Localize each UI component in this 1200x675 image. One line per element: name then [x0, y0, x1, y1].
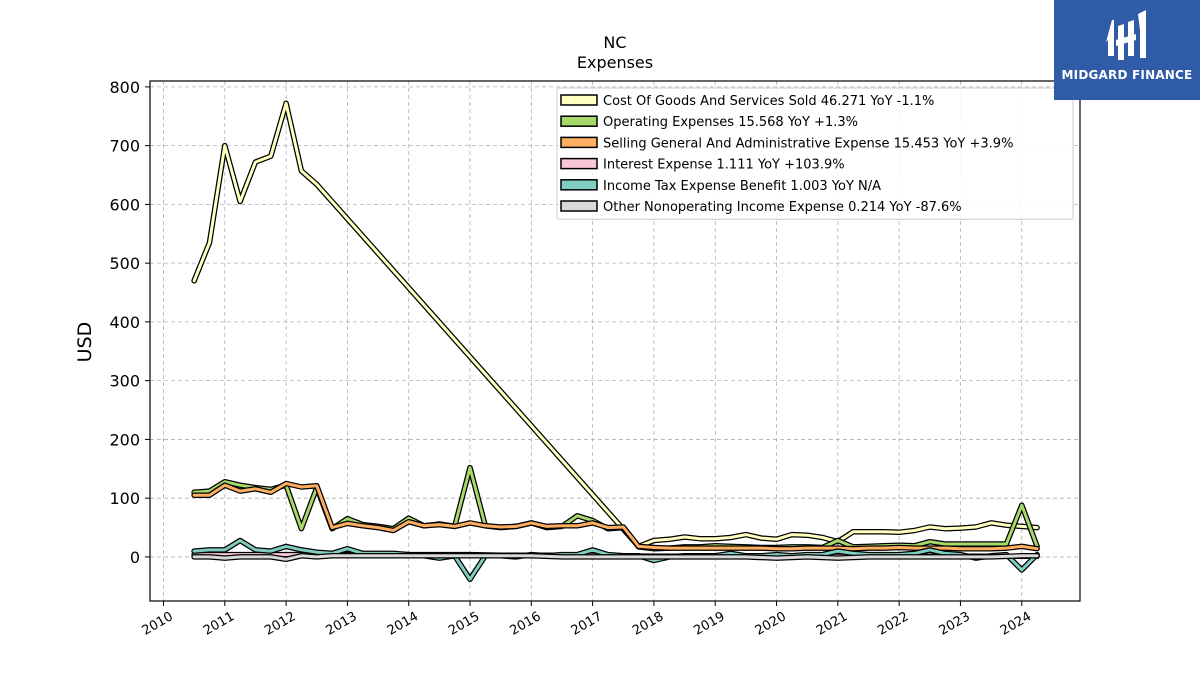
x-tick-label: 2010: [140, 609, 176, 639]
series-lines: [191, 100, 1040, 583]
legend: Cost Of Goods And Services Sold 46.271 Y…: [556, 87, 1074, 220]
series-other-nonoperating-income-expense: [191, 553, 1040, 563]
x-tick-label: 2022: [875, 609, 911, 639]
legend-item: Interest Expense 1.111 YoY +103.9%: [560, 157, 845, 173]
legend-item: Selling General And Administrative Expen…: [560, 136, 1013, 151]
legend-item: Cost Of Goods And Services Sold 46.271 Y…: [560, 94, 934, 109]
x-tick-label: 2014: [385, 609, 421, 639]
y-tick-label: 300: [109, 372, 140, 391]
x-tick-label: 2019: [691, 609, 727, 639]
x-tick-label: 2024: [998, 609, 1034, 639]
series-cost-of-goods-and-services-sold: [191, 100, 1040, 550]
legend-item: Operating Expenses 15.568 YoY +1.3%: [560, 115, 858, 130]
legend-item: Other Nonoperating Income Expense 0.214 …: [560, 200, 962, 215]
series-selling-general-and-administrative-expense: [191, 480, 1040, 552]
y-tick-label: 700: [109, 137, 140, 156]
x-tick-label: 2018: [630, 609, 666, 639]
x-tick-label: 2016: [507, 609, 543, 639]
x-tick-label: 2015: [446, 609, 482, 639]
x-tick-label: 2021: [814, 609, 850, 639]
legend-label: Operating Expenses 15.568 YoY +1.3%: [603, 115, 858, 130]
series-line-outline: [191, 464, 1040, 552]
series-operating-expenses: [191, 464, 1040, 552]
x-tick-label: 2017: [569, 609, 605, 639]
y-tick-label: 0: [130, 548, 140, 567]
brand-emblem-icon: [1106, 10, 1146, 60]
legend-swatch: [560, 94, 598, 106]
x-tick-label: 2020: [753, 609, 789, 639]
x-tick-label: 2011: [201, 609, 237, 639]
y-tick-label: 800: [109, 78, 140, 97]
x-tick-label: 2012: [262, 609, 298, 639]
y-axis-label: USD: [74, 322, 96, 363]
brand-logo: MIDGARD FINANCE: [1054, 0, 1200, 100]
y-tick-label: 400: [109, 313, 140, 332]
x-tick-label: 2013: [324, 609, 360, 639]
legend-label: Interest Expense 1.111 YoY +103.9%: [603, 158, 845, 173]
legend-swatch: [560, 157, 598, 170]
legend-label: Selling General And Administrative Expen…: [603, 136, 1013, 151]
legend-label: Other Nonoperating Income Expense 0.214 …: [603, 200, 962, 215]
y-tick-label: 500: [109, 254, 140, 273]
legend-swatch: [560, 179, 598, 191]
brand-name: MIDGARD FINANCE: [1061, 68, 1193, 82]
series-line: [192, 466, 1039, 551]
legend-swatch: [560, 115, 598, 127]
y-tick-label: 100: [109, 489, 140, 508]
legend-item: Income Tax Expense Benefit 1.003 YoY N/A: [560, 179, 881, 194]
legend-label: Income Tax Expense Benefit 1.003 YoY N/A: [603, 179, 881, 194]
series-line: [192, 554, 1039, 561]
chart-title: NC: [603, 33, 626, 52]
y-tick-label: 200: [109, 430, 140, 449]
chart-subtitle: Expenses: [577, 53, 653, 72]
plot-frame: [149, 80, 1081, 602]
series-line: [192, 101, 1039, 548]
legend-label: Cost Of Goods And Services Sold 46.271 Y…: [603, 94, 934, 109]
legend-box: [556, 87, 1074, 220]
legend-swatch: [560, 200, 598, 212]
y-tick-label: 600: [109, 195, 140, 214]
series-line: [192, 482, 1039, 551]
x-tick-label: 2023: [937, 609, 973, 639]
legend-swatch: [560, 136, 598, 149]
